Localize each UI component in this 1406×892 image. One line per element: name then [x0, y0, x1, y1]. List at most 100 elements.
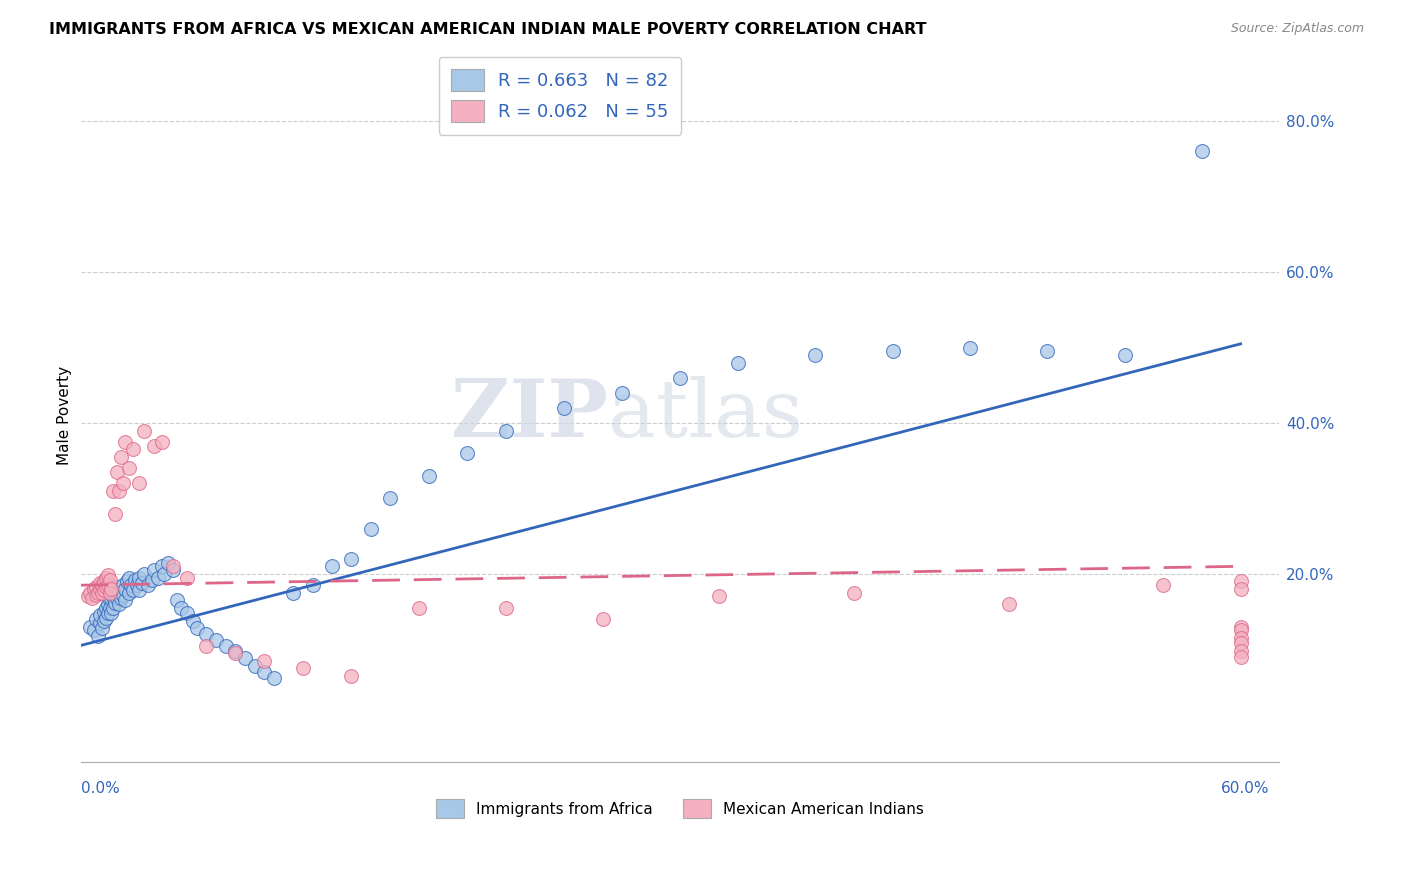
Point: [131, 576, 153, 591]
Point: [104, 583, 127, 598]
Point: [134, 566, 156, 581]
Point: [110, 591, 132, 605]
Point: [882, 344, 904, 359]
Point: [97, 597, 120, 611]
Text: atlas: atlas: [607, 376, 803, 455]
Point: [105, 465, 128, 479]
Point: [321, 559, 343, 574]
Point: [495, 600, 517, 615]
Point: [143, 439, 166, 453]
Point: [124, 573, 146, 587]
Point: [360, 522, 382, 536]
Point: [162, 563, 184, 577]
Point: [125, 578, 148, 592]
Point: [263, 671, 285, 685]
Point: [121, 442, 143, 457]
Point: [90, 621, 112, 635]
Point: [112, 588, 135, 602]
Text: ZIP: ZIP: [451, 376, 607, 455]
Point: [84, 588, 107, 602]
Point: [93, 605, 115, 619]
Point: [114, 582, 136, 596]
Point: [104, 595, 127, 609]
Point: [186, 621, 208, 635]
Point: [89, 576, 111, 591]
Point: [114, 593, 136, 607]
Point: [156, 556, 179, 570]
Point: [98, 585, 121, 599]
Point: [727, 356, 749, 370]
Point: [408, 600, 430, 615]
Point: [1152, 578, 1174, 592]
Point: [495, 424, 517, 438]
Point: [669, 371, 692, 385]
Point: [1229, 582, 1251, 596]
Point: [253, 665, 276, 679]
Point: [214, 639, 236, 653]
Point: [1229, 620, 1251, 634]
Point: [301, 578, 323, 592]
Point: [100, 591, 122, 605]
Point: [89, 582, 111, 596]
Point: [1229, 574, 1251, 589]
Point: [176, 571, 198, 585]
Point: [97, 578, 120, 592]
Point: [1229, 631, 1251, 645]
Point: [150, 434, 173, 449]
Point: [77, 590, 100, 604]
Legend: Immigrants from Africa, Mexican American Indians: Immigrants from Africa, Mexican American…: [430, 793, 929, 824]
Point: [93, 574, 115, 589]
Point: [94, 600, 117, 615]
Point: [97, 606, 120, 620]
Point: [83, 624, 105, 638]
Point: [79, 585, 101, 599]
Point: [115, 574, 138, 589]
Point: [121, 583, 143, 598]
Point: [1229, 636, 1251, 650]
Point: [141, 573, 163, 587]
Point: [103, 590, 125, 604]
Point: [100, 582, 122, 596]
Point: [118, 571, 141, 585]
Point: [176, 606, 198, 620]
Point: [553, 401, 575, 415]
Point: [959, 341, 981, 355]
Point: [842, 585, 865, 599]
Point: [110, 450, 132, 464]
Point: [340, 551, 363, 566]
Point: [120, 578, 142, 592]
Point: [90, 585, 112, 599]
Point: [118, 461, 141, 475]
Point: [224, 644, 246, 658]
Point: [143, 563, 166, 577]
Point: [105, 581, 128, 595]
Point: [87, 629, 110, 643]
Point: [152, 566, 174, 581]
Point: [89, 608, 111, 623]
Point: [84, 580, 107, 594]
Point: [94, 571, 117, 585]
Point: [82, 591, 104, 605]
Point: [103, 600, 125, 615]
Point: [253, 654, 276, 668]
Point: [100, 606, 122, 620]
Point: [108, 597, 131, 611]
Point: [1191, 145, 1213, 159]
Point: [112, 578, 135, 592]
Point: [283, 585, 305, 599]
Point: [195, 627, 218, 641]
Point: [610, 385, 633, 400]
Point: [108, 585, 131, 599]
Point: [79, 620, 101, 634]
Point: [291, 661, 314, 675]
Point: [224, 646, 246, 660]
Text: 0.0%: 0.0%: [80, 781, 120, 797]
Text: 60.0%: 60.0%: [1222, 781, 1270, 797]
Point: [104, 507, 127, 521]
Point: [170, 600, 193, 615]
Point: [378, 491, 401, 506]
Point: [146, 571, 169, 585]
Point: [103, 483, 125, 498]
Point: [118, 585, 141, 599]
Point: [181, 614, 204, 628]
